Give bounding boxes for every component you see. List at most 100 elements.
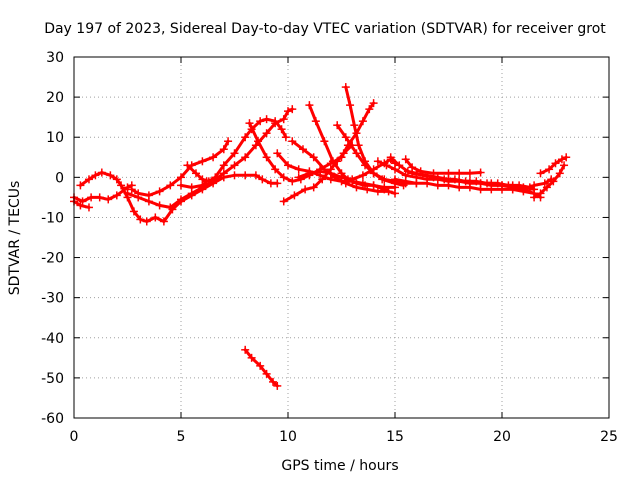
data-point	[256, 117, 265, 126]
data-point	[530, 193, 539, 202]
data-point	[476, 185, 485, 194]
series-s3	[76, 168, 282, 226]
series-line	[307, 103, 386, 191]
data-point	[262, 153, 271, 162]
data-point	[269, 377, 278, 386]
data-point	[112, 191, 121, 200]
data-point	[144, 197, 153, 206]
series-line	[179, 179, 209, 189]
data-point	[187, 183, 196, 192]
data-point	[440, 175, 449, 184]
data-point	[542, 183, 551, 192]
data-point	[294, 165, 303, 174]
data-point	[403, 167, 412, 176]
data-point	[284, 107, 292, 116]
series-s4	[127, 137, 233, 200]
data-point	[391, 165, 399, 174]
data-point	[408, 169, 417, 178]
data-point	[155, 187, 164, 196]
x-tick-labels: 0 5 10 15 20 25	[70, 429, 618, 445]
data-point	[493, 179, 502, 188]
y-axis-label: SDTVAR / TECUs	[7, 181, 23, 296]
data-point	[155, 201, 164, 210]
data-point	[504, 181, 513, 190]
data-point	[320, 137, 329, 146]
y-tick-label: 0	[55, 170, 64, 186]
data-point	[95, 193, 104, 202]
data-point	[562, 153, 571, 162]
data-point	[384, 187, 393, 196]
data-point	[202, 177, 211, 186]
data-point	[337, 173, 346, 182]
x-tick-label: 5	[177, 429, 186, 445]
plot-frame	[73, 56, 610, 419]
data-point	[241, 171, 250, 180]
data-point	[277, 125, 286, 134]
y-tick-labels: 30 20 10 0 -10 -20 -30 -40 -50 -60	[41, 50, 64, 427]
data-point	[247, 353, 256, 362]
series-s24	[508, 175, 556, 194]
data-point	[455, 169, 464, 178]
data-point	[87, 193, 96, 202]
data-point	[386, 153, 395, 162]
data-point	[341, 83, 350, 92]
data-point	[418, 171, 427, 180]
data-point	[273, 149, 282, 158]
data-point	[373, 187, 382, 196]
data-point	[311, 117, 320, 126]
data-point	[309, 153, 318, 162]
data-point	[290, 191, 299, 200]
data-point	[284, 161, 292, 170]
data-point	[545, 165, 554, 174]
data-point	[117, 181, 126, 190]
data-point	[106, 171, 115, 180]
data-point	[369, 165, 378, 174]
data-point	[298, 145, 307, 154]
data-point	[198, 157, 207, 166]
data-point	[262, 369, 271, 378]
data-point	[358, 117, 367, 126]
y-tick-label: -10	[41, 210, 64, 226]
data-point	[560, 161, 569, 170]
data-point	[316, 167, 325, 176]
data-point	[84, 203, 93, 212]
data-point	[211, 173, 220, 182]
data-point	[487, 185, 496, 194]
data-point	[401, 155, 410, 164]
data-point	[547, 175, 556, 184]
data-point	[273, 381, 282, 390]
data-point	[339, 149, 348, 158]
data-point	[557, 155, 566, 164]
y-tick-label: -60	[41, 411, 64, 427]
x-tick-label: 0	[70, 429, 79, 445]
x-tick-label: 20	[493, 429, 511, 445]
data-point	[262, 129, 271, 138]
data-point	[279, 197, 288, 206]
data-point	[380, 175, 389, 184]
data-point	[483, 179, 492, 188]
series-s22	[530, 161, 569, 202]
data-point	[358, 171, 367, 180]
data-point	[123, 189, 132, 198]
data-point	[209, 153, 218, 162]
data-point	[136, 215, 145, 224]
data-point	[391, 175, 399, 184]
y-tick-label: -40	[41, 331, 64, 347]
data-point	[309, 183, 318, 192]
data-point	[219, 161, 228, 170]
data-point	[251, 171, 260, 180]
data-point	[97, 168, 106, 177]
data-point	[262, 115, 271, 124]
data-point	[465, 169, 474, 178]
data-point	[361, 161, 370, 170]
data-point	[142, 217, 151, 226]
data-point	[241, 345, 250, 354]
data-point	[159, 217, 168, 226]
data-point	[369, 181, 378, 190]
data-point	[230, 149, 239, 158]
series-layer	[70, 83, 571, 390]
data-point	[465, 183, 474, 192]
data-point	[352, 183, 361, 192]
data-point	[258, 175, 267, 184]
